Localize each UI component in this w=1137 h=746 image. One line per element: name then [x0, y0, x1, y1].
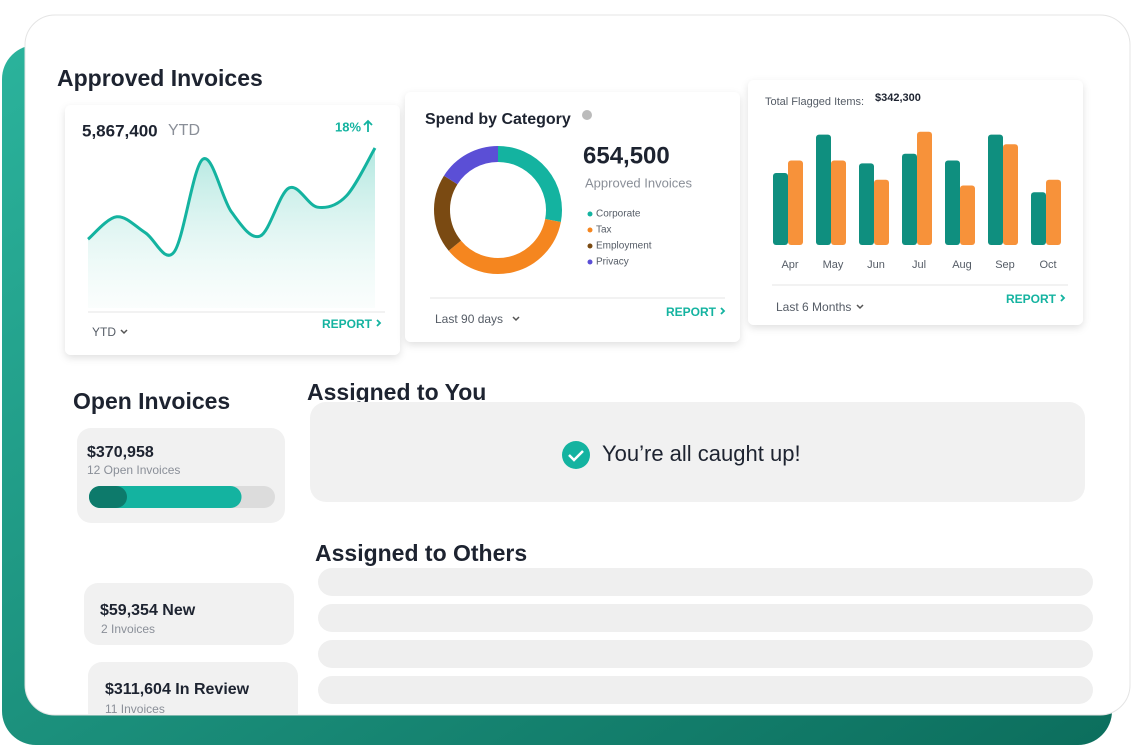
bar [1003, 144, 1018, 245]
legend-dot [587, 243, 593, 249]
flagged-amount: $342,300 [875, 92, 921, 104]
bar [788, 160, 803, 245]
x-tick-label: May [823, 259, 844, 271]
bar [988, 134, 1003, 245]
spend-caption: Approved Invoices [585, 175, 692, 190]
section-title: Open Invoices [73, 388, 230, 414]
chevron [720, 307, 726, 315]
section-title: Assigned to Others [315, 540, 527, 566]
filter[interactable]: Last 6 Months [776, 300, 851, 314]
legend-dot [587, 259, 593, 265]
section-title: Approved Invoices [57, 65, 263, 91]
invoice-card[interactable] [84, 583, 294, 645]
donut-segment [448, 218, 561, 274]
report-link[interactable]: REPORT [666, 305, 717, 319]
spend-amount: 654,500 [583, 142, 670, 169]
ytd-period: YTD [168, 122, 200, 139]
section-title: Assigned to You [307, 379, 486, 405]
ytd-amount: 5,867,400 [82, 121, 158, 140]
legend-label: Corporate [596, 209, 641, 220]
trend-line [87, 147, 377, 257]
bar [816, 134, 831, 245]
progress-fill [89, 486, 242, 508]
x-tick-label: Oct [1039, 259, 1056, 271]
progress-start [89, 486, 127, 508]
placeholder-row [318, 604, 1093, 632]
legend-dot [587, 211, 593, 217]
report-link[interactable]: REPORT [322, 317, 373, 331]
x-tick-label: Apr [781, 259, 798, 271]
invoice-count: 2 Invoices [101, 622, 155, 636]
bar [859, 163, 874, 245]
donut-segment [497, 146, 562, 222]
x-tick-label: Jun [867, 259, 885, 271]
bar [831, 160, 846, 245]
card-title: Spend by Category [425, 111, 571, 128]
legend-dot [587, 227, 593, 233]
bar [874, 179, 889, 245]
invoice-card[interactable] [88, 662, 298, 732]
legend-label: Tax [596, 225, 612, 236]
up-arrow [363, 119, 373, 132]
chevron [856, 304, 864, 310]
placeholder-row [318, 640, 1093, 668]
filter[interactable]: YTD [92, 325, 116, 339]
bar [960, 185, 975, 245]
check-mark [568, 450, 584, 462]
bar [917, 131, 932, 245]
bar [1046, 179, 1061, 245]
check-icon [562, 441, 590, 469]
invoice-count: 11 Invoices [105, 702, 165, 716]
filter[interactable]: Last 90 days [435, 312, 503, 326]
empty-message: You’re all caught up! [602, 441, 801, 466]
invoice-amount: $311,604 In Review [105, 681, 250, 698]
chevron [512, 316, 520, 322]
report-link[interactable]: REPORT [1006, 292, 1057, 306]
ytd-change: 18% [335, 119, 361, 134]
content: Approved Invoices 5,867,400 YTD 18% YTD … [57, 65, 1093, 732]
bar [902, 153, 917, 245]
legend-label: Privacy [596, 257, 629, 268]
donut-segment [434, 175, 462, 251]
chevron [120, 329, 128, 335]
trend-area [88, 148, 375, 308]
x-tick-label: Sep [995, 259, 1015, 271]
chevron [376, 319, 382, 327]
donut-segment [443, 146, 499, 185]
flagged-label: Total Flagged Items: [765, 96, 864, 108]
chevron [1060, 294, 1066, 302]
placeholder-row [318, 568, 1093, 596]
bar [945, 160, 960, 245]
legend-label: Employment [596, 241, 652, 252]
invoice-count: 12 Open Invoices [87, 463, 180, 477]
bar [773, 173, 788, 245]
x-tick-label: Jul [912, 259, 926, 271]
invoice-amount: $370,958 [87, 444, 154, 461]
empty-state [310, 402, 1085, 502]
bar [1031, 192, 1046, 245]
invoice-amount: $59,354 New [100, 602, 196, 619]
info-icon[interactable] [582, 110, 592, 120]
placeholder-row [318, 676, 1093, 704]
x-tick-label: Aug [952, 259, 972, 271]
